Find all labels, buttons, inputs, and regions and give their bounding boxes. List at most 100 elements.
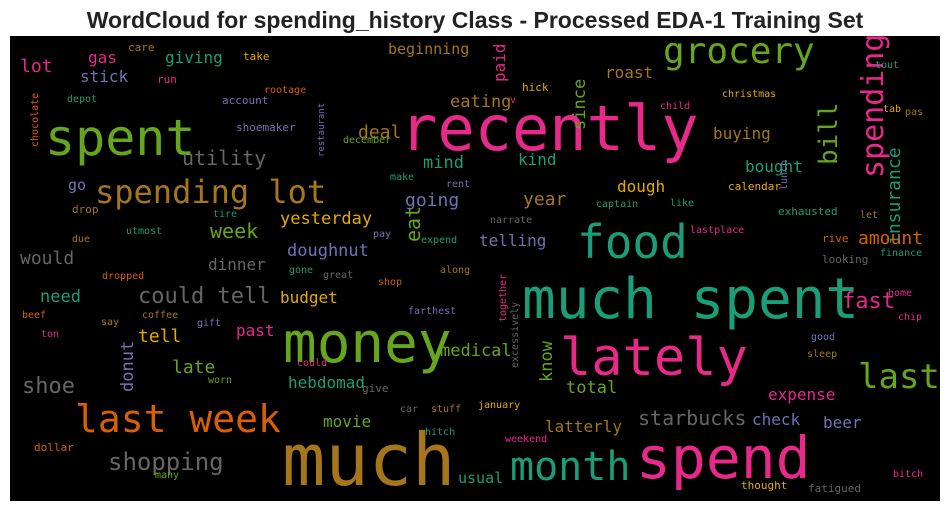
word: yesterday [280,209,372,229]
word: lastplace [690,225,744,236]
word: utmost [126,226,162,237]
word: december [343,135,391,146]
word: tell [138,326,181,347]
word: insurance [884,147,905,245]
word: lately [560,328,748,388]
word: past [236,321,275,340]
word: need [40,287,81,307]
word: farthest [408,306,456,317]
word: expend [421,235,457,246]
word: eat [401,206,425,242]
word: amount [858,228,923,249]
word: rent [446,179,470,190]
word: starbucks [638,406,746,430]
word: thought [741,479,787,492]
word: narrate [490,215,532,226]
word: go [68,176,86,194]
word: rootage [264,85,306,96]
word: child [660,101,690,112]
word: check [752,410,801,429]
word: bill [814,102,844,165]
word: bitch [893,469,923,480]
cloud-background [10,36,940,501]
word: say [101,317,119,328]
word: money [283,311,452,376]
word: like [670,198,694,209]
word: lot [20,56,53,77]
word: calendar [728,180,781,193]
word: good [811,332,835,343]
word: dinner [208,255,266,274]
word: stuff [431,404,461,415]
word: let [860,210,878,221]
word-cloud: recently much spent much spend money lately sp… [20,31,940,502]
word: tire [213,209,237,220]
word: mind [423,153,464,173]
word: dollar [34,441,74,454]
word: tout [875,60,899,71]
word: paid [490,43,509,82]
word: beginning [388,40,469,58]
word: last week [75,397,281,441]
word: care [128,41,155,54]
word: coffee [142,310,178,321]
word: could [297,358,327,369]
word: looking [822,253,868,266]
word: shoemaker [236,121,296,134]
word: worn [208,375,232,386]
word: beer [823,413,862,432]
word: lunch [779,160,790,190]
word: tab [883,104,901,115]
word: restaurant [317,103,327,157]
word: roast [605,63,653,82]
word: due [72,234,90,245]
word: spend [636,424,811,492]
word: deal [358,122,401,143]
word: shop [378,277,402,288]
word: gift [197,318,221,329]
word: year [523,189,567,210]
word: chocolate [30,93,41,147]
word: many [155,470,179,481]
word: stick [80,67,129,86]
word: month [510,444,630,490]
word: v [510,95,516,106]
word: expense [768,385,835,404]
word: run [157,73,177,86]
word: finance [880,248,922,259]
word: dropped [102,271,144,282]
word: great [323,270,353,281]
word: would [20,248,74,269]
word: depot [67,94,97,105]
word: shopping [108,448,224,476]
word: spending lot [95,173,326,211]
word: hick [522,81,549,94]
word: hebdomad [288,373,365,392]
word: beef [22,310,46,321]
word: last [858,357,940,397]
word: account [222,94,268,107]
word: shoe [22,374,75,399]
word: doughnut [287,241,369,261]
word: since [570,79,590,130]
word: going [405,190,459,211]
word: fatigued [808,482,861,495]
word: donut [118,341,138,392]
word: spent [45,109,196,167]
word: take [243,50,270,63]
word: budget [280,288,338,307]
word: much spent [522,267,859,332]
word: make [390,172,414,183]
word: bought [745,157,803,176]
word: home [888,288,912,299]
word: rive [822,232,849,245]
word: exhausted [778,205,838,218]
word: late [172,357,215,378]
word: christmas [722,89,776,100]
word: fast [842,289,895,314]
word: along [440,265,470,276]
word: car [400,404,418,415]
word: weekend [505,434,547,445]
word: movie [323,412,371,431]
